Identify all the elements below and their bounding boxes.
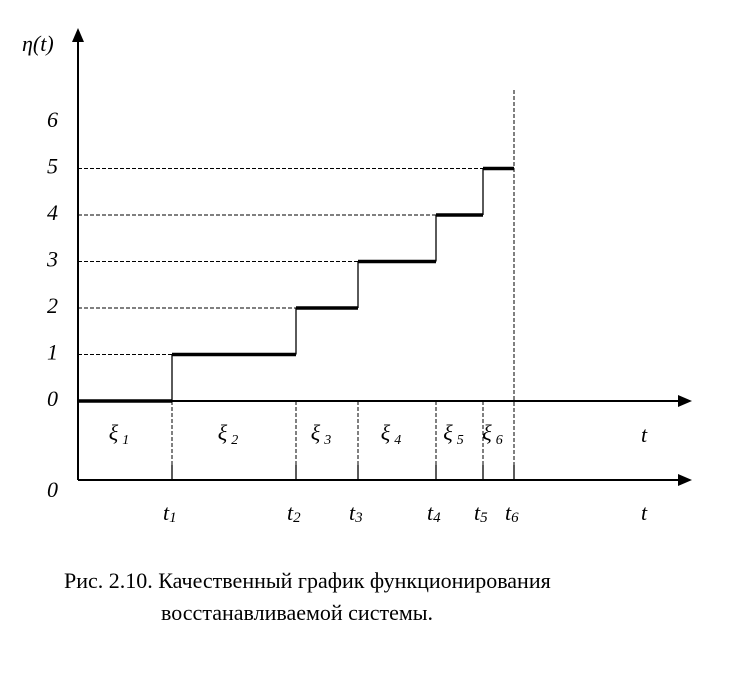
y-tick-label: 4 [47,200,58,225]
time-label: t4 [427,500,441,526]
time-sub: 1 [169,510,177,526]
time-label: t2 [287,500,301,526]
lower-arrow [678,474,692,486]
y-tick-label: 3 [46,247,58,272]
time-symbol: t [349,500,356,525]
time-sub: 4 [433,510,441,526]
interval-sub: 2 [231,433,238,448]
x-axis-label: t [641,422,648,447]
time-sub: 6 [511,510,519,526]
time-label: t6 [505,500,519,526]
interval-symbol: ξ [109,420,119,445]
interval-sub: 1 [122,433,129,448]
time-label: t1 [163,500,177,526]
lower-origin: 0 [47,477,58,502]
caption-line: восстанавливаемой системы. [161,600,433,625]
interval-sub: 4 [394,433,401,448]
y-tick-label: 0 [47,386,58,411]
interval-symbol: ξ [381,420,391,445]
time-symbol: t [427,500,434,525]
y-arrow [72,28,84,42]
interval-sub: 6 [496,433,503,448]
interval-sub: 5 [457,433,464,448]
time-sub: 5 [480,510,488,526]
interval-symbol: ξ [311,420,321,445]
y-tick-label: 6 [47,107,58,132]
caption-line: Рис. 2.10. Качественный график функциони… [64,568,551,593]
y-tick-label: 2 [47,293,58,318]
interval-sub: 3 [323,433,331,448]
interval-symbol: ξ [443,420,453,445]
time-sub: 3 [354,510,363,526]
time-symbol: t [474,500,481,525]
time-symbol: t [287,500,294,525]
time-label: t5 [474,500,488,526]
x-arrow [678,395,692,407]
time-symbol: t [505,500,512,525]
y-tick-label: 1 [47,340,58,365]
interval-symbol: ξ [482,420,492,445]
time-sub: 2 [293,510,301,526]
y-axis-label: η(t) [22,31,54,56]
time-symbol: t [163,500,170,525]
time-label: t3 [349,500,363,526]
y-tick-label: 5 [47,154,58,179]
lower-axis-label: t [641,500,648,525]
interval-symbol: ξ [218,420,228,445]
